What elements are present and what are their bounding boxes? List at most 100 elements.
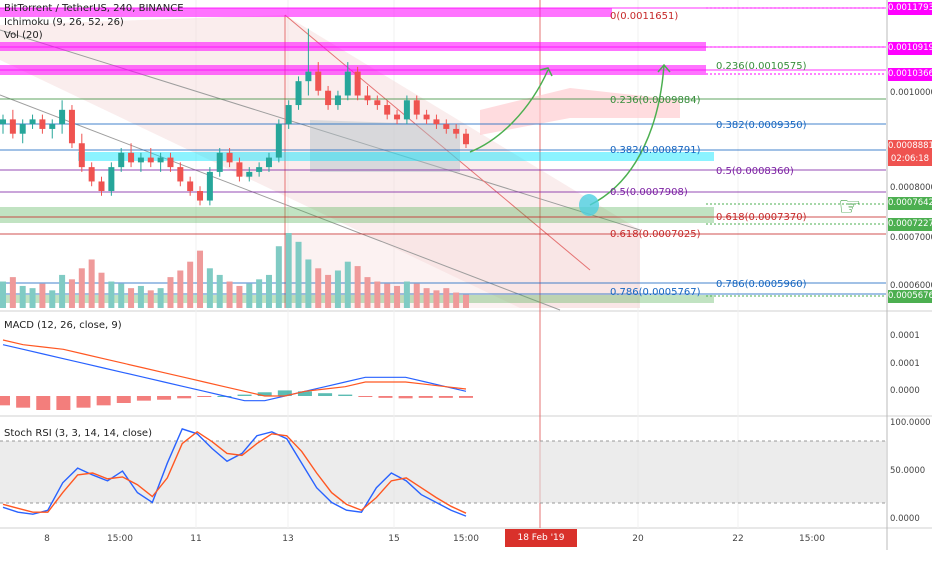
trend-line	[284, 14, 591, 271]
macd-histogram-bar	[96, 396, 111, 406]
volume-bar	[88, 259, 95, 308]
candle-body	[9, 119, 16, 134]
channel-fill	[0, 15, 640, 308]
candle-body	[453, 128, 460, 134]
candle-body	[226, 152, 233, 163]
ichimoku-cloud-future	[480, 88, 680, 135]
price-tick: 0.0007000	[890, 233, 932, 243]
candle-body	[118, 152, 125, 168]
price-tag-magenta: 0.0010919	[888, 42, 932, 55]
candle-body	[68, 109, 75, 144]
crosshair-date-badge: 18 Feb '19 03:00	[505, 529, 577, 561]
stoch-tick: 50.0000	[890, 466, 926, 476]
stoch-rsi-legend[interactable]: Stoch RSI (3, 3, 14, 14, close)	[4, 428, 152, 439]
candle-body	[413, 100, 420, 115]
time-label: 15:00	[107, 534, 133, 544]
volume-bar	[275, 246, 282, 308]
volume-bar	[463, 294, 469, 308]
price-tag-magenta: 0.0011793	[888, 2, 932, 15]
stoch-band	[0, 441, 886, 503]
candle-body	[19, 124, 26, 134]
volume-legend[interactable]: Vol (20)	[4, 30, 43, 41]
volume-bar	[9, 277, 16, 308]
macd-histogram-bar	[116, 396, 131, 403]
volume-bar	[374, 281, 381, 308]
last-price-tag: 0.0008881	[888, 140, 932, 153]
macd-histogram-bar	[378, 396, 393, 398]
arrow-head	[657, 63, 671, 73]
volume-bar	[98, 272, 105, 308]
volume-bar	[118, 283, 125, 308]
ichimoku-legend[interactable]: Ichimoku (9, 26, 52, 26)	[4, 17, 124, 28]
price-tick: 0.0006000	[890, 281, 932, 291]
volume-bar	[59, 274, 66, 308]
macd-histogram-bar	[16, 396, 31, 408]
macd-histogram-bar	[136, 396, 151, 401]
macd-histogram-bar	[338, 394, 353, 396]
chart-root[interactable]: ☞	[0, 0, 932, 550]
candle-body	[0, 119, 6, 125]
volume-bar	[423, 288, 430, 308]
volume-bar	[403, 281, 410, 308]
macd-histogram-bar	[358, 396, 373, 397]
fib-label: 0(0.0011651)	[610, 11, 679, 22]
macd-signal-line	[2, 339, 467, 397]
candle-body	[78, 143, 85, 168]
volume-bar	[305, 259, 312, 308]
volume-bar	[433, 290, 440, 308]
candle-body	[246, 171, 253, 177]
candle-body	[344, 71, 351, 96]
fib-label: 0.786(0.0005960)	[716, 279, 807, 290]
volume-bar	[167, 277, 174, 308]
macd-histogram-bar	[0, 396, 10, 406]
volume-bar	[334, 270, 341, 308]
volume-bar	[364, 277, 371, 308]
support-zone-cyan	[78, 152, 714, 161]
price-tag-magenta: 0.0010366	[888, 68, 932, 81]
macd-histogram-bar	[177, 396, 192, 399]
price-tick: 0.0010000	[890, 88, 932, 98]
volume-bar	[49, 290, 56, 308]
candle-body	[216, 152, 223, 172]
candle-body	[137, 157, 144, 163]
candle-body	[177, 167, 184, 182]
candle-body	[334, 95, 341, 106]
candle-body	[463, 133, 469, 145]
macd-histogram-bar	[56, 396, 71, 410]
candle-body	[275, 124, 282, 158]
time-label: 13	[282, 534, 294, 544]
volume-bar	[384, 283, 391, 308]
macd-legend[interactable]: MACD (12, 26, close, 9)	[4, 320, 122, 331]
volume-bar	[246, 283, 253, 308]
volume-bar	[78, 268, 85, 308]
volume-bar	[285, 233, 292, 308]
macd-tick: 0.0001	[890, 331, 920, 341]
fib-label: 0.618(0.0007025)	[610, 229, 701, 240]
candle-body	[295, 81, 302, 106]
thumbs-up-icon: ☞	[838, 192, 861, 222]
volume-bar	[315, 268, 322, 308]
price-tag-green: 0.0005676	[888, 290, 932, 303]
projection-arrow	[469, 69, 549, 153]
main-chart-svg[interactable]: ☞	[0, 0, 932, 550]
volume-bar	[147, 290, 154, 308]
fib-label: 0.236(0.0010575)	[716, 61, 807, 72]
macd-line	[2, 344, 467, 402]
candle-body	[206, 171, 213, 201]
fib-label: 0.618(0.0007370)	[716, 212, 807, 223]
macd-histogram-bar	[459, 396, 473, 398]
fib-label: 0.236(0.0009884)	[610, 95, 701, 106]
candle-body	[49, 124, 56, 129]
volume-bar	[108, 281, 115, 308]
macd-histogram-bar	[237, 394, 252, 396]
candle-body	[315, 71, 322, 91]
volume-bar	[265, 274, 272, 308]
stoch-d-line	[2, 430, 467, 514]
macd-tick: 0.0000	[890, 386, 920, 396]
macd-histogram-bar	[438, 396, 453, 398]
macd-histogram-bar	[257, 392, 272, 396]
candle-body	[157, 157, 164, 163]
candle-body	[374, 100, 381, 106]
time-label: 15	[388, 534, 400, 544]
candle-body	[128, 152, 135, 163]
